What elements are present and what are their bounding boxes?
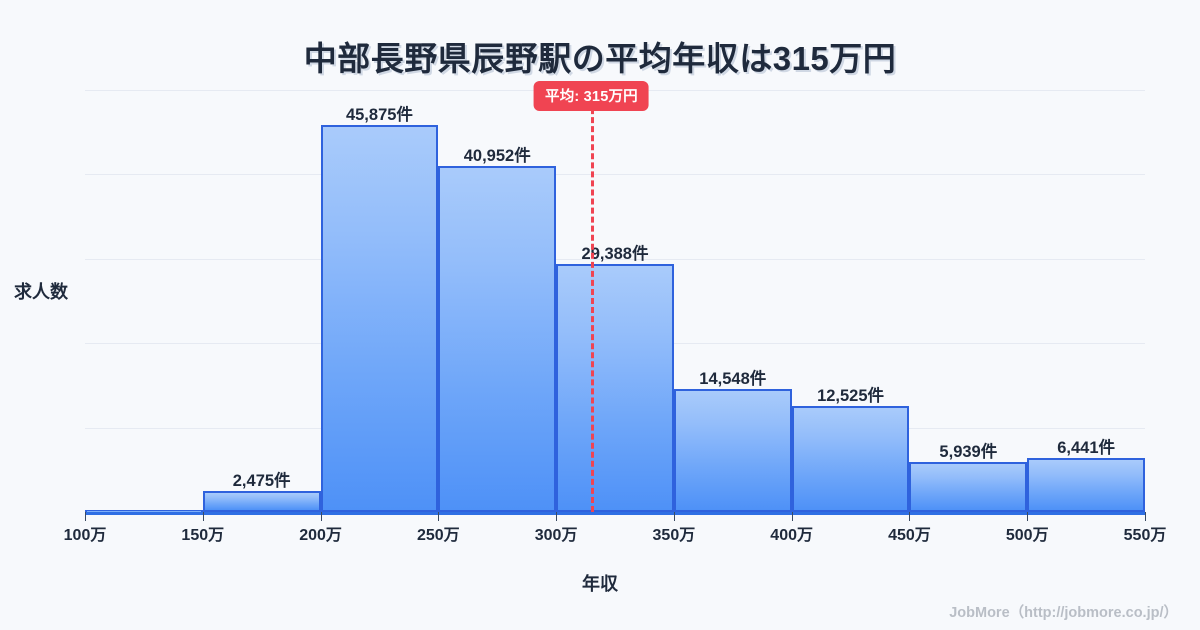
bar-value-label: 45,875件 <box>345 105 413 124</box>
x-axis-tick-label: 250万 <box>416 527 460 544</box>
x-axis-tick <box>791 512 793 521</box>
bar[interactable] <box>320 124 439 512</box>
x-axis-tick-label: 300万 <box>534 527 578 544</box>
x-axis-title: 年収 <box>582 574 618 594</box>
x-axis-tick <box>85 512 86 521</box>
bar-value-label: 5,939件 <box>939 442 998 461</box>
x-axis-tick-label: 550万 <box>1123 527 1167 544</box>
chart-title: 中部長野県辰野駅の平均年収は315万円 <box>303 40 897 77</box>
bar[interactable] <box>438 166 557 512</box>
x-axis-tick <box>673 512 675 521</box>
bar-value-label: 40,952件 <box>463 147 531 166</box>
bar[interactable] <box>202 491 321 512</box>
bar[interactable] <box>673 389 792 512</box>
bar-value-label: 29,388件 <box>581 244 649 263</box>
average-badge: 平均: 315万円 <box>534 81 649 111</box>
y-axis-title: 求人数 <box>14 282 68 302</box>
bar[interactable] <box>1027 457 1145 512</box>
bar[interactable] <box>556 263 674 512</box>
plot-area: 2,475件 45,875件 40,952件 29,388件 14,548件 12,525… <box>85 81 1145 512</box>
bar-value-label: 2,475件 <box>232 472 291 491</box>
x-axis-tick <box>438 512 440 521</box>
x-axis-line <box>85 512 1145 515</box>
x-axis-tick-label: 500万 <box>1005 527 1049 544</box>
x-axis-tick <box>202 512 204 521</box>
x-axis-tick-label: 100万 <box>63 527 107 544</box>
x-axis-tick-label: 150万 <box>181 527 225 544</box>
x-axis-tick <box>1145 512 1146 521</box>
bar-value-label: 14,548件 <box>699 370 767 389</box>
x-axis-tick <box>909 512 911 521</box>
bar-value-label: 6,441件 <box>1057 438 1116 457</box>
bar[interactable] <box>791 406 910 512</box>
average-line <box>591 90 595 512</box>
x-axis-tick-label: 350万 <box>652 527 696 544</box>
bar[interactable] <box>85 510 203 512</box>
x-axis-tick-label: 200万 <box>299 527 342 544</box>
x-axis-tick <box>1027 512 1029 521</box>
bar-series: 2,475件 45,875件 40,952件 29,388件 14,548件 12,525… <box>85 90 1145 512</box>
x-axis-tick-label: 400万 <box>770 527 814 544</box>
x-axis-tick <box>320 512 322 521</box>
bar[interactable] <box>909 461 1028 512</box>
footer-credit: JobMore（http://jobmore.co.jp/） <box>949 605 1178 621</box>
x-axis-tick-label: 450万 <box>888 527 931 544</box>
bar-value-label: 12,525件 <box>817 387 885 406</box>
x-axis-tick <box>556 512 558 521</box>
